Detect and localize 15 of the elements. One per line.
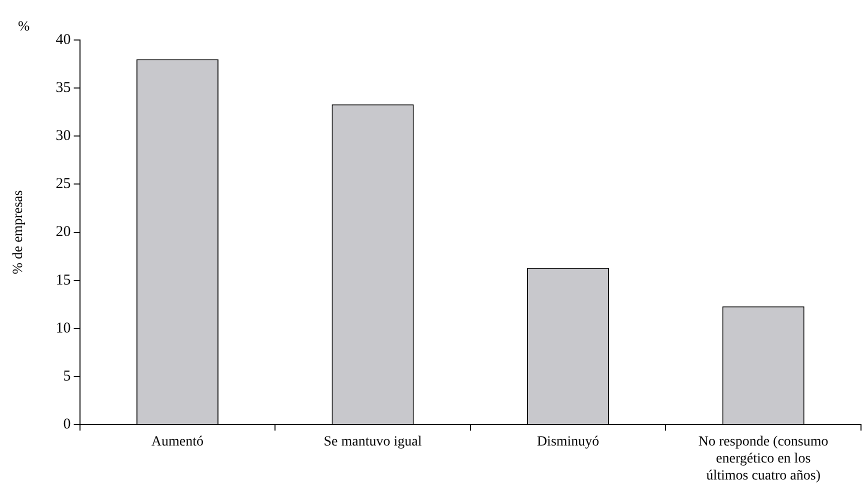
y-tick-label: 15	[56, 272, 71, 288]
y-tick-label: 25	[56, 176, 71, 192]
y-tick-label: 40	[56, 32, 71, 48]
y-tick-label: 30	[56, 128, 71, 144]
y-axis-title: % de empresas	[11, 190, 26, 274]
x-tick-label: Se mantuvo igual	[324, 434, 422, 450]
y-tick-label: 10	[56, 320, 71, 336]
y-tick-label: 5	[63, 368, 71, 384]
y-tick-label: 20	[56, 224, 71, 240]
x-tick-label: No responde (consumo energético en los últimos cuatro años)	[698, 434, 828, 484]
text: %	[18, 20, 30, 35]
x-tick-label: Aumentó	[151, 434, 204, 450]
x-tick-label: Disminuyó	[536, 434, 600, 450]
y-tick-label: 0	[63, 416, 71, 433]
y-tick-label: 35	[56, 80, 71, 96]
